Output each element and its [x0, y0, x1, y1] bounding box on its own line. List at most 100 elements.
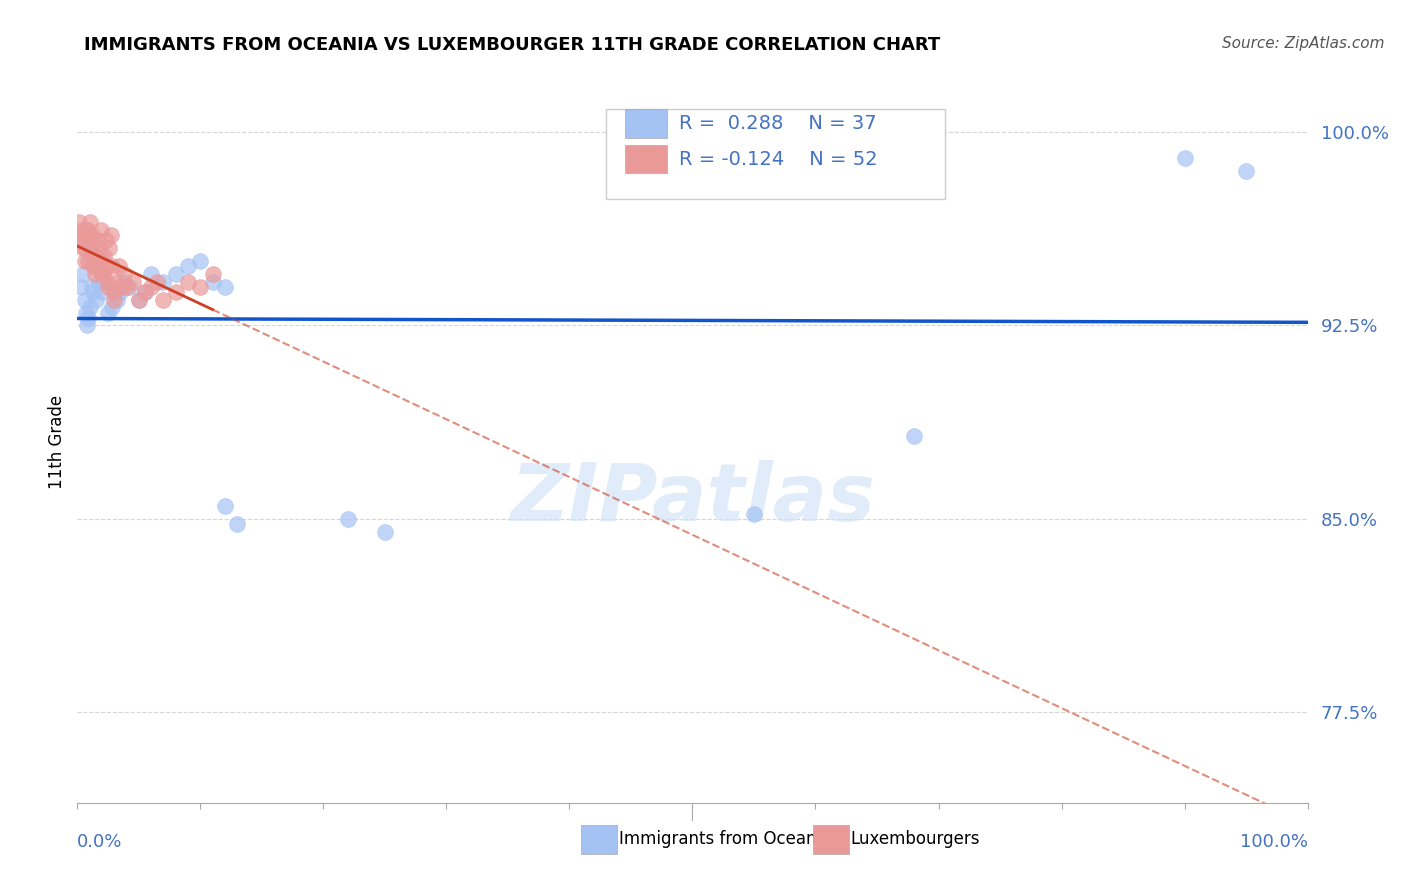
Point	[90, 285, 114, 299]
Text: R = -0.124    N = 52: R = -0.124 N = 52	[679, 150, 877, 169]
Point	[73, 241, 96, 255]
Point	[76, 318, 98, 333]
Point	[188, 254, 212, 268]
Point	[83, 267, 105, 281]
Point	[97, 279, 120, 293]
Point	[112, 275, 135, 289]
Point	[93, 249, 115, 263]
Point	[76, 223, 98, 237]
Point	[214, 279, 236, 293]
Point	[91, 267, 114, 281]
Point	[152, 275, 174, 289]
Point	[103, 293, 125, 307]
Point	[105, 293, 128, 307]
Point	[105, 275, 128, 289]
Point	[100, 228, 122, 243]
Point	[94, 233, 117, 247]
Point	[141, 267, 163, 281]
Point	[111, 279, 132, 293]
Point	[188, 279, 212, 293]
Point	[90, 267, 114, 281]
Point	[69, 228, 91, 243]
Point	[79, 301, 101, 315]
Point	[82, 249, 104, 263]
Point	[79, 215, 101, 229]
Point	[89, 241, 111, 255]
Text: R =  0.288    N = 37: R = 0.288 N = 37	[679, 114, 876, 133]
Point	[70, 233, 93, 247]
Point	[115, 279, 138, 293]
Point	[76, 223, 98, 237]
Point	[97, 275, 120, 289]
Text: Immigrants from Oceania: Immigrants from Oceania	[619, 830, 831, 848]
Point	[90, 254, 114, 268]
Point	[84, 259, 107, 273]
Point	[214, 499, 236, 513]
Point	[72, 241, 94, 255]
Point	[374, 524, 396, 539]
Point	[77, 254, 100, 268]
Point	[337, 512, 360, 526]
Text: Source: ZipAtlas.com: Source: ZipAtlas.com	[1222, 36, 1385, 51]
Point	[75, 233, 97, 247]
Point	[141, 279, 163, 293]
Point	[110, 285, 132, 299]
Point	[112, 267, 135, 281]
Point	[103, 285, 125, 299]
Point	[742, 507, 765, 521]
Point	[84, 293, 107, 307]
Point	[101, 301, 124, 315]
Point	[165, 285, 187, 299]
Point	[90, 223, 112, 237]
Point	[82, 228, 104, 243]
Text: 0.0%: 0.0%	[77, 833, 122, 851]
Point	[118, 279, 141, 293]
Point	[80, 241, 103, 255]
Point	[134, 285, 156, 299]
Point	[177, 259, 200, 273]
Point	[226, 517, 249, 532]
FancyBboxPatch shape	[624, 145, 666, 173]
Point	[73, 293, 96, 307]
Point	[96, 259, 118, 273]
FancyBboxPatch shape	[606, 109, 945, 200]
Point	[77, 310, 100, 325]
Point	[89, 275, 111, 289]
Text: ZIPatlas: ZIPatlas	[510, 460, 875, 539]
Point	[82, 259, 104, 273]
Point	[1174, 151, 1197, 165]
Point	[73, 254, 96, 268]
Point	[97, 305, 120, 319]
Point	[93, 275, 115, 289]
Point	[201, 267, 224, 281]
Point	[82, 279, 104, 293]
Point	[152, 293, 174, 307]
Point	[165, 267, 187, 281]
Point	[86, 233, 108, 247]
Point	[903, 429, 925, 443]
Point	[121, 275, 143, 289]
Point	[128, 293, 150, 307]
Point	[128, 293, 150, 307]
Point	[82, 285, 104, 299]
Point	[1234, 163, 1257, 178]
Point	[101, 259, 124, 273]
Point	[103, 285, 125, 299]
Point	[108, 259, 131, 273]
Point	[201, 275, 224, 289]
Point	[70, 223, 93, 237]
Text: 100.0%: 100.0%	[1240, 833, 1308, 851]
Point	[146, 275, 169, 289]
Point	[70, 279, 93, 293]
Text: Luxembourgers: Luxembourgers	[851, 830, 980, 848]
Point	[75, 305, 97, 319]
Point	[67, 215, 90, 229]
Y-axis label: 11th Grade: 11th Grade	[48, 394, 66, 489]
Point	[79, 233, 101, 247]
Point	[87, 259, 110, 273]
FancyBboxPatch shape	[624, 109, 666, 138]
Point	[134, 285, 156, 299]
Text: IMMIGRANTS FROM OCEANIA VS LUXEMBOURGER 11TH GRADE CORRELATION CHART: IMMIGRANTS FROM OCEANIA VS LUXEMBOURGER …	[84, 36, 941, 54]
Point	[177, 275, 200, 289]
Point	[72, 267, 94, 281]
